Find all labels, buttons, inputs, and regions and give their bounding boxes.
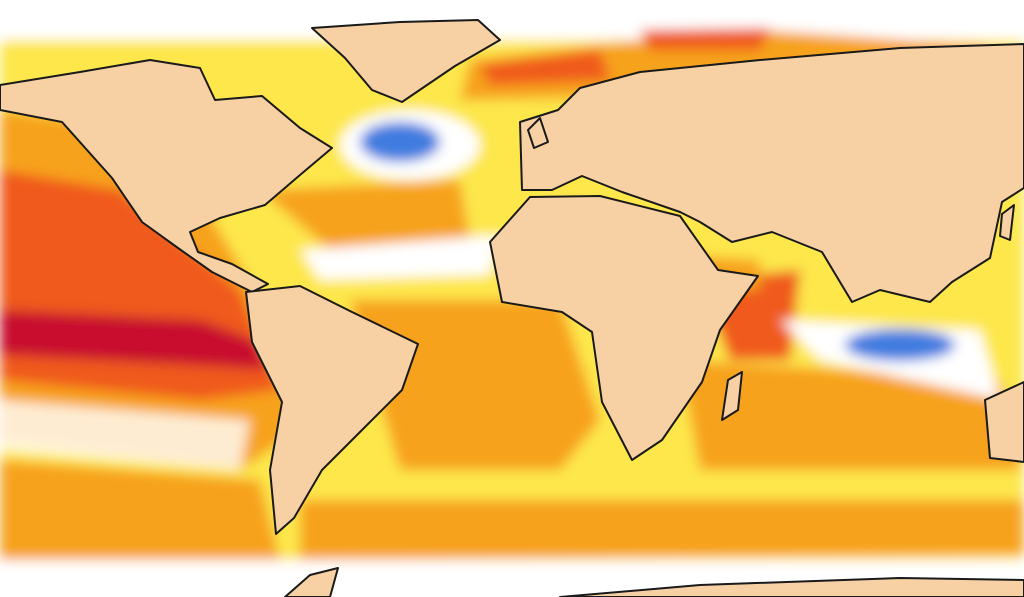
el-nino-core (0, 310, 270, 370)
indian-warm (680, 360, 1024, 480)
cold-blob (360, 122, 440, 162)
africa (489, 195, 759, 461)
tropical-atlantic-neutral (300, 235, 500, 280)
south-pacific-warm (0, 460, 280, 560)
land (0, 19, 1024, 597)
greenland (311, 19, 501, 103)
antarctica (284, 567, 339, 597)
south-pacific-neutral (0, 400, 250, 470)
southern-warm (300, 500, 1024, 560)
eurasia (519, 43, 1024, 303)
north-atlantic-warm (260, 180, 470, 250)
north-america (0, 59, 333, 293)
barents-hot (480, 50, 610, 85)
madagascar (721, 371, 743, 421)
uk (527, 117, 549, 149)
antarctica-east (559, 577, 1024, 597)
kara-hot (640, 28, 770, 50)
japan (999, 204, 1015, 241)
australia (984, 381, 1024, 463)
indian-cold-blob (845, 329, 955, 361)
south-america (245, 285, 419, 535)
